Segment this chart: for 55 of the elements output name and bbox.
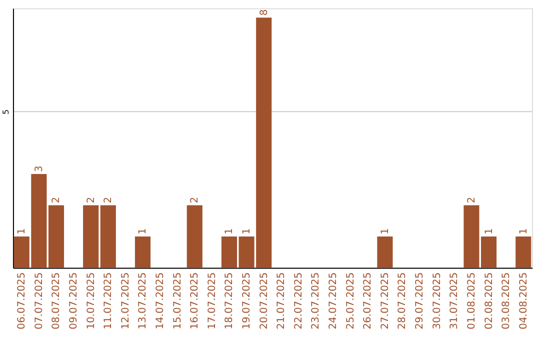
bar xyxy=(48,205,64,268)
x-tick-label: 12.07.2025 xyxy=(120,272,132,330)
x-tick-label: 15.07.2025 xyxy=(172,272,184,330)
x-tick-label: 10.07.2025 xyxy=(86,272,97,330)
bar xyxy=(83,205,99,268)
y-tick-label: 5 xyxy=(1,109,10,115)
x-tick-label: 16.07.2025 xyxy=(190,272,201,330)
data-label: 3 xyxy=(34,166,45,172)
data-label: 2 xyxy=(103,196,114,204)
data-label: 1 xyxy=(224,228,236,235)
x-tick-label: 14.07.2025 xyxy=(155,272,166,330)
x-tick-label: 02.08.2025 xyxy=(484,272,495,330)
x-tick-label: 17.07.2025 xyxy=(206,272,218,330)
data-label: 2 xyxy=(86,196,97,204)
x-tick-label: 25.07.2025 xyxy=(345,272,356,330)
x-tick-label: 31.07.2025 xyxy=(449,272,460,330)
bar xyxy=(221,236,238,268)
x-tick-label: 19.07.2025 xyxy=(242,272,253,330)
x-tick-label: 21.07.2025 xyxy=(276,272,288,330)
x-tick-label: 30.07.2025 xyxy=(432,272,443,330)
x-tick-label: 07.07.2025 xyxy=(34,272,45,330)
x-tick-label: 13.07.2025 xyxy=(138,272,149,330)
bar xyxy=(134,236,151,268)
bar xyxy=(464,205,480,268)
x-tick-label: 03.08.2025 xyxy=(501,272,512,330)
data-label: 8 xyxy=(258,9,270,16)
x-tick-label: 08.07.2025 xyxy=(51,272,62,330)
data-label: 1 xyxy=(138,228,149,235)
x-tick-label: 29.07.2025 xyxy=(414,272,426,330)
data-label: 1 xyxy=(16,228,28,235)
bar xyxy=(480,236,497,268)
x-tick-label: 24.07.2025 xyxy=(328,272,340,330)
x-tick-label: 27.07.2025 xyxy=(380,272,391,330)
x-tick-label: 18.07.2025 xyxy=(224,272,236,330)
data-label: 1 xyxy=(518,228,530,235)
data-label: 2 xyxy=(190,196,201,204)
x-tick-label: 23.07.2025 xyxy=(310,272,322,330)
x-tick-label: 01.08.2025 xyxy=(466,272,478,330)
data-label: 2 xyxy=(51,196,62,204)
x-tick-label: 09.07.2025 xyxy=(68,272,80,330)
bar xyxy=(516,236,532,268)
x-tick-label: 04.08.2025 xyxy=(518,272,530,330)
bar xyxy=(186,205,202,268)
x-tick-label: 20.07.2025 xyxy=(258,272,270,330)
x-tick-label: 22.07.2025 xyxy=(293,272,304,330)
x-tick-label: 11.07.2025 xyxy=(103,272,114,330)
data-label: 2 xyxy=(466,196,478,204)
x-tick-label: 28.07.2025 xyxy=(397,272,408,330)
bar xyxy=(377,236,393,268)
x-tick-label: 06.07.2025 xyxy=(16,272,28,330)
x-tick-label: 26.07.2025 xyxy=(362,272,374,330)
data-label: 1 xyxy=(484,228,495,235)
data-label: 1 xyxy=(242,228,253,235)
data-label: 1 xyxy=(380,228,391,235)
bar xyxy=(100,205,116,268)
